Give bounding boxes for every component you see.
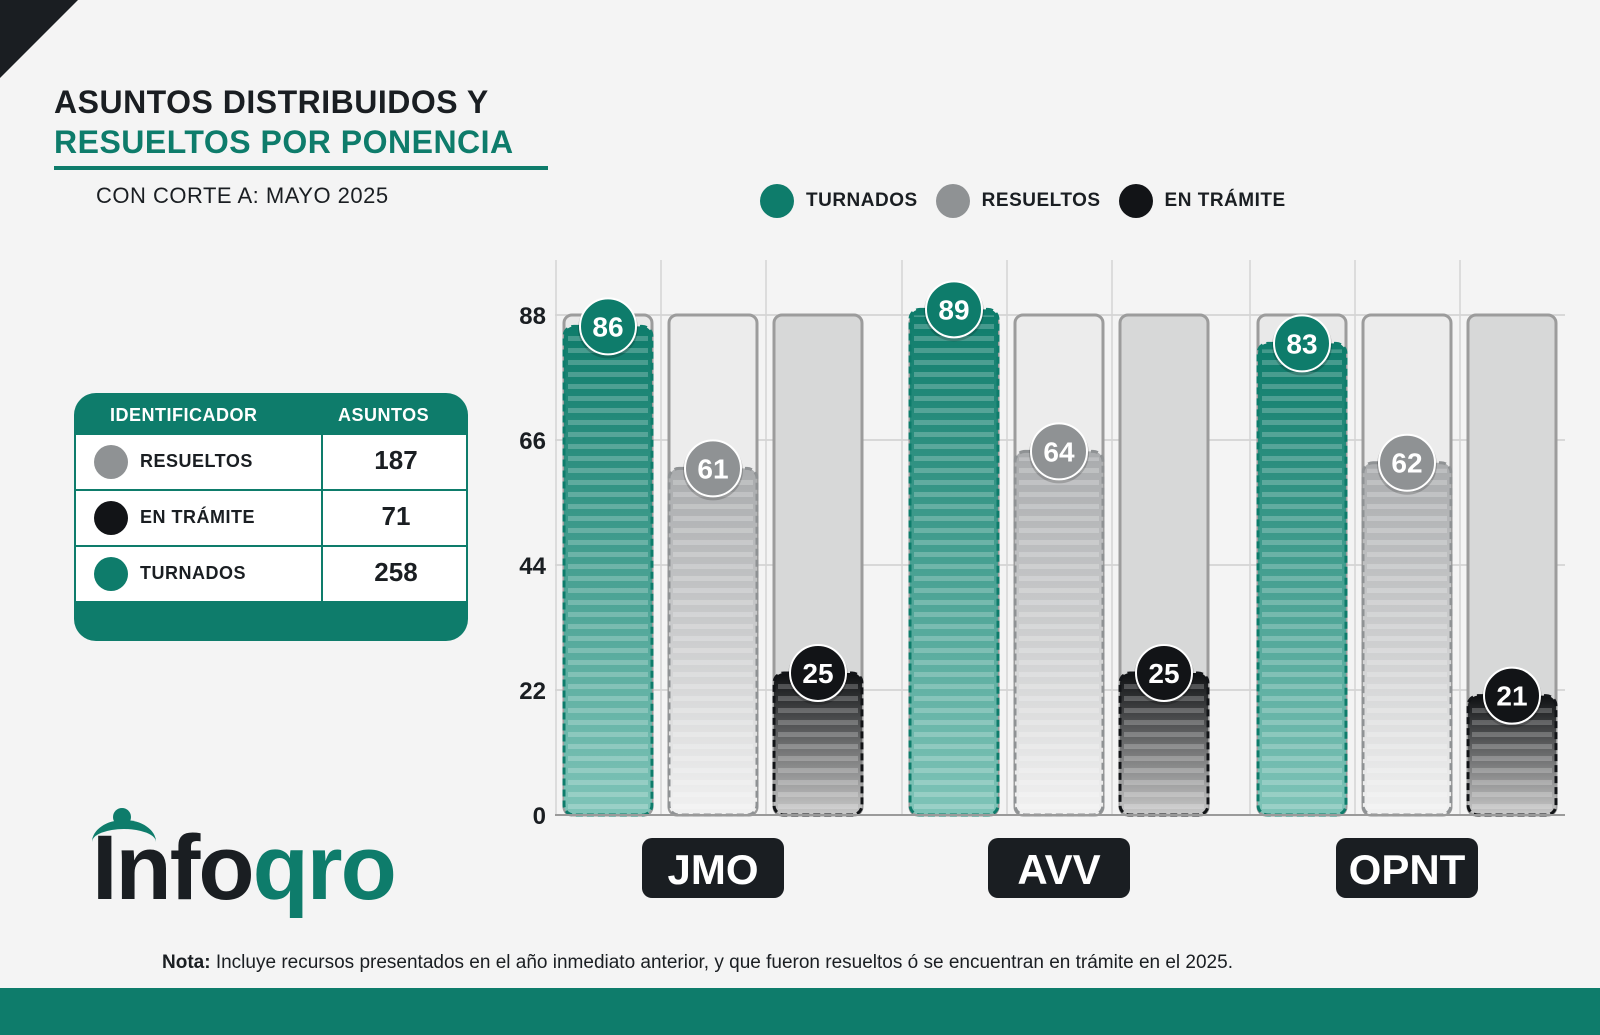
table-header-asuntos: ASUNTOS xyxy=(338,405,430,425)
value-badge xyxy=(925,280,983,339)
data-label: 62 xyxy=(1391,448,1422,479)
value-badge xyxy=(1030,422,1088,481)
title-underline xyxy=(54,166,548,170)
corner-decoration xyxy=(0,0,78,78)
table-body: RESUELTOS 187 EN TRÁMITE 71 TURNADOS 258 xyxy=(76,435,466,603)
data-label: 25 xyxy=(802,658,833,689)
bar-stripes xyxy=(1367,468,1447,815)
row-label: RESUELTOS xyxy=(140,451,253,471)
data-label: 64 xyxy=(1043,436,1075,467)
bar-chart: 0 22 44 66 88 86 61 25 JMO 89 64 25 AVV 83 62 21 OPNT xyxy=(519,260,1565,898)
legend-label-en-tramite: EN TRÁMITE xyxy=(1164,190,1286,211)
logo-text-green: qro xyxy=(252,817,397,919)
table-row: EN TRÁMITE 71 xyxy=(76,491,466,547)
bar-stripes xyxy=(568,332,648,815)
data-label: 83 xyxy=(1286,328,1317,359)
bar-stripes xyxy=(673,474,753,815)
row-swatch-en-tramite xyxy=(94,501,128,535)
logo-dot-icon xyxy=(113,808,131,826)
footnote-label: Nota: xyxy=(162,952,211,973)
row-swatch-resueltos xyxy=(94,445,128,479)
page-title-line2: RESUELTOS POR PONENCIA xyxy=(54,124,514,160)
chart-legend: TURNADOS RESUELTOS EN TRÁMITE xyxy=(760,184,1304,218)
row-value: 258 xyxy=(374,557,418,587)
bar-stripes xyxy=(914,315,994,815)
data-label: 21 xyxy=(1496,681,1527,712)
value-badge xyxy=(1135,643,1193,702)
value-badge xyxy=(1273,314,1331,373)
row-label: TURNADOS xyxy=(140,563,246,583)
y-tick-label: 88 xyxy=(519,303,546,330)
row-value: 187 xyxy=(374,445,418,475)
category-label-box xyxy=(988,838,1130,898)
row-swatch-turnados xyxy=(94,557,128,591)
legend-swatch-en-tramite xyxy=(1118,184,1153,218)
logo-arc-icon xyxy=(92,820,156,864)
table-row: TURNADOS 258 xyxy=(76,547,466,603)
y-tick-label: 0 xyxy=(533,803,546,830)
data-label: 89 xyxy=(938,294,969,325)
footnote: Nota: Incluye recursos presentados en el… xyxy=(162,952,1233,974)
legend-swatch-turnados xyxy=(760,184,794,218)
legend-label-turnados: TURNADOS xyxy=(806,190,918,211)
footer-band xyxy=(0,988,1600,1035)
legend-item-en-tramite: EN TRÁMITE xyxy=(1118,184,1286,218)
data-label: 25 xyxy=(1148,658,1179,689)
infoqro-logo: Infoqro xyxy=(92,806,452,926)
page-subtitle: CON CORTE A: MAYO 2025 xyxy=(96,183,389,208)
table-column-divider xyxy=(321,435,323,603)
table-header-identificador: IDENTIFICADOR xyxy=(110,405,258,425)
legend-swatch-resueltos xyxy=(935,184,970,218)
legend-label-resueltos: RESUELTOS xyxy=(981,190,1101,211)
x-category-label: JMO xyxy=(667,846,758,893)
logo-wordmark: Infoqro xyxy=(92,816,397,921)
row-value: 71 xyxy=(381,501,411,531)
bar-stripes xyxy=(1262,349,1342,815)
value-badge xyxy=(1378,433,1436,492)
value-badge xyxy=(789,643,847,702)
data-label: 61 xyxy=(697,453,728,484)
category-label-box xyxy=(1336,838,1478,898)
x-category-label: AVV xyxy=(1017,846,1100,893)
x-category-label: OPNT xyxy=(1349,846,1466,893)
data-label: 86 xyxy=(592,311,623,342)
value-badge xyxy=(1483,666,1541,725)
bar-stripes xyxy=(1019,457,1099,815)
y-tick-label: 22 xyxy=(519,678,546,705)
legend-item-turnados: TURNADOS xyxy=(760,184,918,218)
summary-table: IDENTIFICADOR ASUNTOS RESUELTOS 187 EN T… xyxy=(74,393,468,641)
table-row: RESUELTOS 187 xyxy=(76,435,466,491)
row-label: EN TRÁMITE xyxy=(140,507,255,527)
value-badge xyxy=(579,297,637,356)
page-title-line1: ASUNTOS DISTRIBUIDOS Y xyxy=(54,84,489,120)
legend-item-resueltos: RESUELTOS xyxy=(935,184,1101,218)
footnote-text: Incluye recursos presentados en el año i… xyxy=(210,952,1233,973)
category-label-box xyxy=(642,838,784,898)
y-tick-label: 66 xyxy=(519,428,546,455)
y-tick-label: 44 xyxy=(519,553,546,580)
value-badge xyxy=(684,439,742,498)
